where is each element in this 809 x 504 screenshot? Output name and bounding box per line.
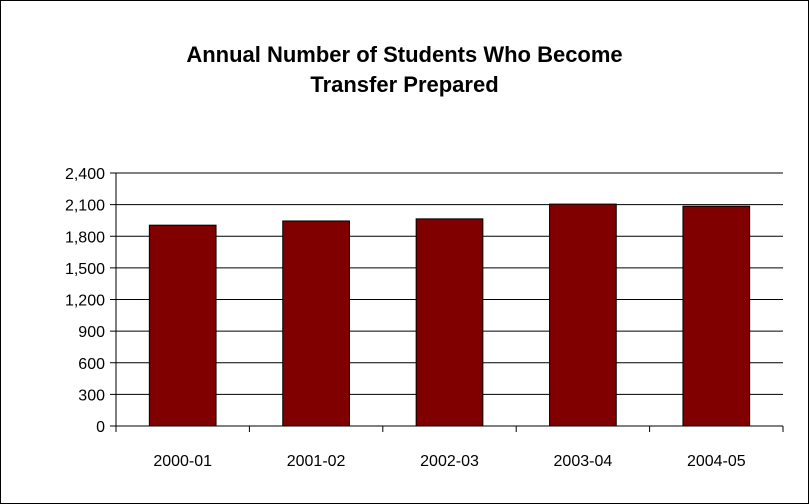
bar bbox=[282, 220, 350, 427]
y-tick-label: 1,500 bbox=[65, 261, 105, 278]
y-tick-label: 900 bbox=[78, 324, 105, 341]
bar bbox=[148, 224, 217, 427]
x-tick-label: 2003-04 bbox=[554, 453, 613, 470]
x-tick-label: 2004-05 bbox=[687, 453, 746, 470]
chart-title: Annual Number of Students Who Become Tra… bbox=[186, 42, 623, 97]
x-tick-label: 2001-02 bbox=[287, 453, 346, 470]
bar bbox=[549, 203, 617, 427]
y-tick-label: 300 bbox=[78, 387, 105, 404]
y-tick-label: 1,800 bbox=[65, 229, 105, 246]
y-tick-label: 1,200 bbox=[65, 293, 105, 310]
y-tick-label: 2,100 bbox=[65, 198, 105, 215]
x-tick-label: 2002-03 bbox=[420, 453, 479, 470]
bar bbox=[415, 218, 484, 427]
y-tick-label: 600 bbox=[78, 356, 105, 373]
y-tick-label: 2,400 bbox=[65, 166, 105, 183]
bar bbox=[682, 205, 751, 427]
x-tick-label: 2000-01 bbox=[153, 453, 212, 470]
y-tick-label: 0 bbox=[96, 419, 105, 436]
